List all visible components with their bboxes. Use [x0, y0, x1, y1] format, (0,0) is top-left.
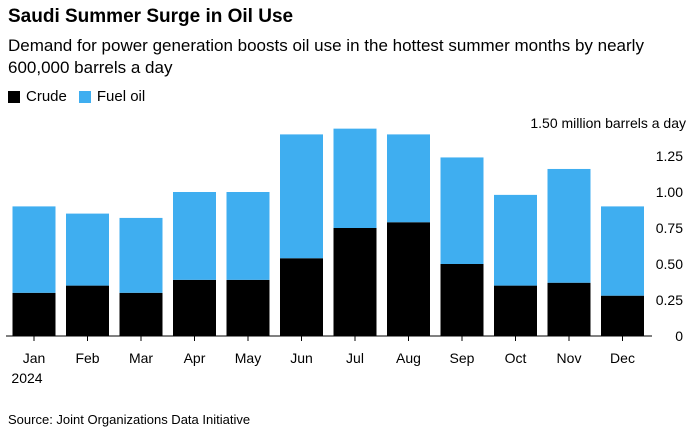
x-tick-label-jan: Jan [23, 350, 46, 366]
bar-fuel-oil-jan [12, 206, 56, 293]
x-tick-label-oct: Oct [505, 350, 527, 366]
x-axis-year-label: 2024 [11, 370, 42, 386]
bar-fuel-oil-aug [387, 134, 430, 223]
y-tick-label: 0 [675, 328, 683, 344]
bar-fuel-oil-apr [173, 192, 216, 280]
bar-fuel-oil-oct [494, 194, 537, 286]
x-tick-label-jul: Jul [346, 350, 364, 366]
bar-fuel-oil-sep [440, 157, 484, 264]
legend-item-crude: Crude [8, 88, 67, 105]
bar-fuel-oil-feb [66, 213, 109, 286]
legend-swatch-fuel-oil [78, 90, 91, 103]
y-axis: 1.25 1.00 0.75 0.50 0.25 0 [656, 148, 683, 344]
bar-crude-sep [440, 264, 484, 336]
y-tick-label: 1.00 [656, 184, 683, 200]
x-tick-label-sep: Sep [450, 350, 475, 366]
legend-swatch-crude [8, 90, 20, 103]
x-tick-label-jun: Jun [290, 350, 313, 366]
bar-crude-may [226, 279, 270, 336]
bar-crude-apr [173, 279, 216, 336]
legend-label-fuel-oil: Fuel oil [96, 88, 146, 105]
x-tick-label-apr: Apr [184, 350, 206, 366]
y-tick-label: 0.75 [656, 220, 683, 236]
bar-crude-jul [333, 228, 377, 336]
legend-label-crude: Crude [26, 88, 67, 105]
legend: Crude Fuel oil [8, 88, 157, 105]
bar-fuel-oil-jul [333, 128, 377, 228]
x-axis: Jan Feb Mar Apr May Jun Jul Aug Sep Oct Nov Dec [23, 336, 635, 366]
bar-crude-dec [601, 295, 644, 336]
chart-title: Saudi Summer Surge in Oil Use [8, 6, 294, 27]
y-tick-label: 1.25 [656, 148, 683, 164]
bar-fuel-oil-may [226, 192, 270, 280]
bar-crude-nov [547, 282, 591, 336]
bar-fuel-oil-jun [280, 134, 323, 259]
x-tick-label-dec: Dec [610, 350, 635, 366]
bars-group [12, 128, 644, 336]
bar-crude-oct [494, 285, 537, 336]
bar-fuel-oil-nov [547, 168, 591, 283]
y-tick-label: 0.25 [656, 292, 683, 308]
x-tick-label-aug: Aug [396, 350, 421, 366]
x-tick-label-feb: Feb [75, 350, 99, 366]
x-tick-label-nov: Nov [557, 350, 582, 366]
bar-crude-mar [119, 292, 163, 336]
bar-crude-aug [387, 222, 430, 336]
y-tick-label: 0.50 [656, 256, 683, 272]
bar-crude-feb [66, 285, 109, 336]
bar-fuel-oil-mar [119, 217, 163, 293]
x-tick-label-mar: Mar [129, 350, 153, 366]
bar-fuel-oil-dec [601, 206, 644, 296]
y-axis-unit-label: 1.50 million barrels a day [530, 115, 686, 131]
bar-crude-jan [12, 292, 56, 336]
x-tick-label-may: May [235, 350, 261, 366]
source-note: Source: Joint Organizations Data Initiat… [8, 412, 251, 427]
legend-item-fuel-oil: Fuel oil [78, 88, 146, 105]
bar-crude-jun [280, 258, 323, 336]
chart-subtitle: Demand for power generation boosts oil u… [8, 36, 644, 77]
